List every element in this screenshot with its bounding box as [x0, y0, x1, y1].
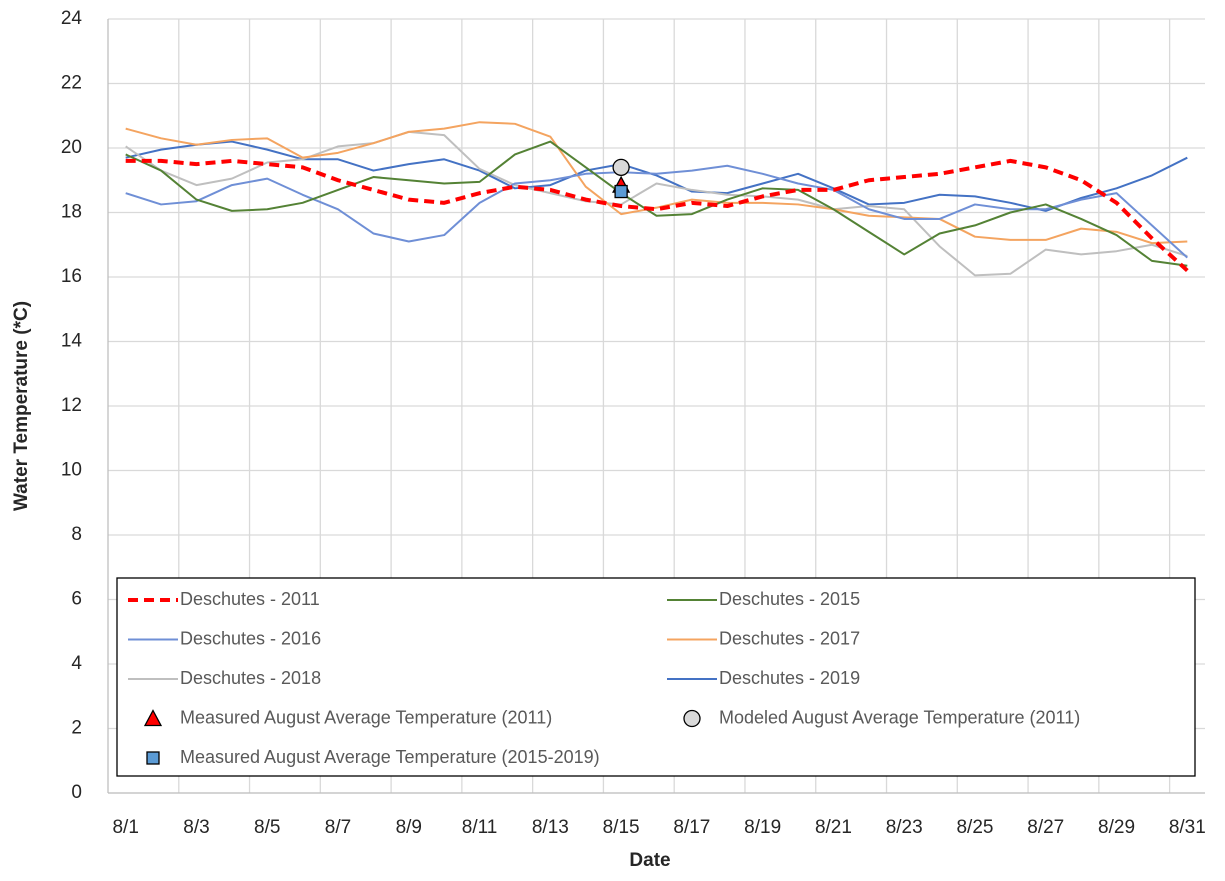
- series-line: [125, 158, 1189, 273]
- x-tick-label: 8/11: [462, 817, 498, 838]
- y-tick-label: 6: [71, 589, 82, 610]
- legend-box: [116, 577, 1196, 777]
- legend-marker: [146, 751, 160, 765]
- x-tick-label: 8/9: [396, 817, 422, 838]
- y-tick-label: 12: [61, 395, 82, 416]
- x-tick-label: 8/5: [254, 817, 280, 838]
- y-tick-label: 0: [71, 782, 82, 803]
- legend-label: Deschutes - 2019: [719, 668, 860, 688]
- y-tick-label: 16: [61, 266, 82, 287]
- x-tick-label: 8/17: [673, 817, 710, 838]
- x-tick-label: 8/21: [815, 817, 852, 838]
- legend-label: Deschutes - 2016: [180, 628, 321, 648]
- series-line: [125, 130, 1188, 277]
- series-line: [125, 140, 1188, 267]
- x-tick-label: 8/27: [1027, 817, 1064, 838]
- y-tick-label: 14: [61, 331, 83, 352]
- series-line: [125, 121, 1188, 245]
- x-tick-label: 8/19: [744, 817, 781, 838]
- x-tick-label: 8/15: [603, 817, 640, 838]
- x-tick-label: 8/3: [183, 817, 209, 838]
- x-tick-label: 8/13: [532, 817, 569, 838]
- x-tick-label: 8/1: [112, 817, 138, 838]
- y-axis-label: Water Temperature (*C): [11, 301, 32, 511]
- y-tick-label: 22: [61, 73, 82, 94]
- legend-label: Measured August Average Temperature (201…: [180, 747, 600, 767]
- y-tick-label: 4: [71, 653, 82, 674]
- marker: [612, 158, 630, 177]
- legend-label: Deschutes - 2015: [719, 589, 860, 609]
- y-tick-label: 18: [61, 202, 82, 223]
- x-tick-label: 8/23: [886, 817, 923, 838]
- x-tick-label: 8/31: [1169, 817, 1206, 838]
- legend-marker: [683, 709, 701, 728]
- y-tick-label: 24: [61, 8, 83, 29]
- legend-label: Measured August Average Temperature (201…: [180, 707, 552, 727]
- x-tick-label: 8/29: [1098, 817, 1135, 838]
- y-tick-label: 8: [71, 524, 82, 545]
- legend-label: Deschutes - 2018: [180, 668, 321, 688]
- legend-label: Modeled August Average Temperature (2011…: [719, 707, 1080, 727]
- legend-marker: [143, 709, 163, 727]
- marker: [614, 184, 628, 199]
- legend-label: Deschutes - 2017: [719, 628, 860, 648]
- x-axis-label: Date: [629, 850, 670, 871]
- y-tick-label: 20: [61, 137, 82, 158]
- legend-label: Deschutes - 2011: [180, 589, 320, 609]
- y-tick-label: 10: [61, 460, 82, 481]
- x-tick-label: 8/7: [325, 817, 351, 838]
- series-line: [125, 164, 1188, 259]
- x-tick-label: 8/25: [956, 817, 993, 838]
- y-tick-label: 2: [71, 718, 82, 739]
